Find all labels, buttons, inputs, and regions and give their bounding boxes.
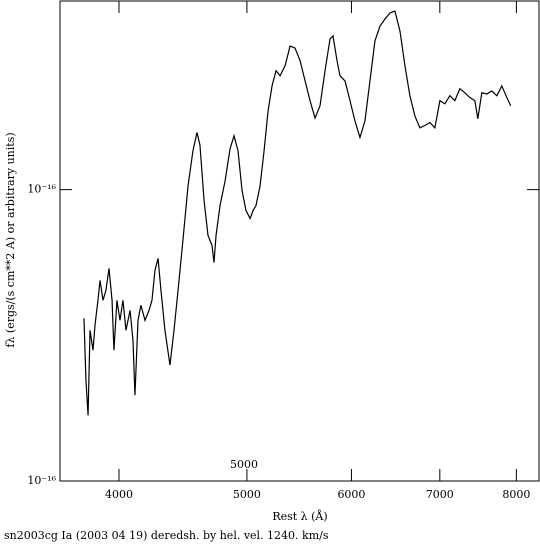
x-axis-label: Rest λ (Å) bbox=[272, 509, 327, 523]
subtitle: sn2003cg Ia (2003 04 19) deredsh. by hel… bbox=[4, 529, 329, 542]
x-tick-label: 5000 bbox=[233, 488, 261, 501]
spectrum-line bbox=[83, 10, 512, 416]
plot-frame bbox=[59, 0, 540, 482]
annotation: 5000 bbox=[230, 458, 258, 471]
x-tick-label: 7000 bbox=[426, 488, 454, 501]
y-axis-label: fλ (ergs/(s cm**2 A) or arbitrary units) bbox=[4, 132, 17, 347]
y-tick-label: 10⁻¹⁶ bbox=[27, 474, 56, 487]
x-tick-label: 4000 bbox=[105, 488, 133, 501]
x-tick-label: 6000 bbox=[337, 488, 365, 501]
y-tick-label: 10⁻¹⁶ bbox=[27, 183, 56, 196]
x-tick-label: 8000 bbox=[502, 488, 530, 501]
